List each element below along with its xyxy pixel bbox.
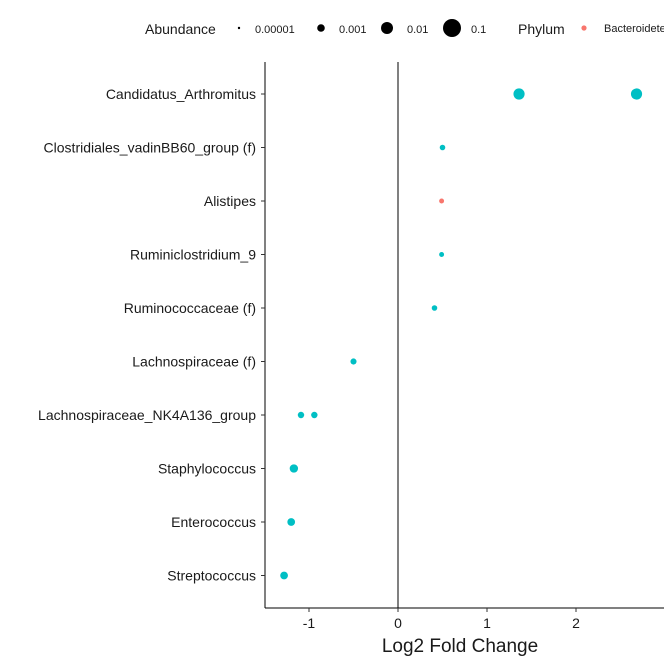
legend-size-key — [443, 19, 461, 37]
y-tick-label: Enterococcus — [171, 514, 256, 530]
y-tick-label: Ruminiclostridium_9 — [130, 247, 256, 263]
data-point — [439, 252, 445, 257]
y-tick-label: Lachnospiraceae (f) — [132, 354, 256, 370]
legend-size-label: 0.00001 — [255, 24, 295, 36]
y-tick-label: Candidatus_Arthromitus — [106, 86, 256, 102]
y-tick-label: Lachnospiraceae_NK4A136_group — [38, 407, 256, 423]
y-tick-label: Clostridiales_vadinBB60_group (f) — [44, 140, 256, 156]
y-tick-label: Streptococcus — [167, 568, 256, 584]
legend-size-key — [237, 26, 241, 30]
y-tick-label: Alistipes — [204, 193, 256, 209]
legend-size-key — [381, 22, 393, 34]
legend-abundance-title: Abundance — [145, 21, 216, 37]
legend-size-label: 0.1 — [471, 24, 486, 36]
data-point — [297, 411, 305, 419]
legend-phylum-title: Phylum — [518, 21, 565, 37]
data-point — [289, 464, 299, 473]
legend-size-key — [317, 24, 325, 32]
data-point — [280, 571, 288, 580]
x-tick-label: -1 — [303, 615, 316, 631]
legend: Abundance Phylum 0.00001 0.001 0.01 0.1 Bact… — [145, 19, 664, 37]
legend-size-label: 0.001 — [339, 24, 367, 36]
y-tick-label: Staphylococcus — [158, 461, 256, 477]
data-point — [350, 358, 357, 365]
data-point — [311, 411, 318, 419]
x-tick-label: 2 — [572, 615, 580, 631]
data-point — [630, 88, 643, 100]
data-point — [439, 198, 445, 204]
x-tick-label: 0 — [394, 615, 402, 631]
plot-area: Candidatus_Arthromitus Clostridiales_vadi… — [38, 62, 664, 657]
x-axis-title: Log2 Fold Change — [382, 636, 538, 657]
data-point — [287, 518, 296, 526]
x-tick-label: 1 — [483, 615, 491, 631]
legend-size-label: 0.01 — [407, 24, 428, 36]
legend-color-label: Bacteroidetes — [604, 23, 664, 35]
data-point — [513, 88, 525, 100]
y-tick-label: Ruminococcaceae (f) — [124, 300, 256, 316]
data-point — [439, 144, 446, 151]
legend-color-key — [581, 25, 587, 31]
data-point — [431, 305, 438, 311]
